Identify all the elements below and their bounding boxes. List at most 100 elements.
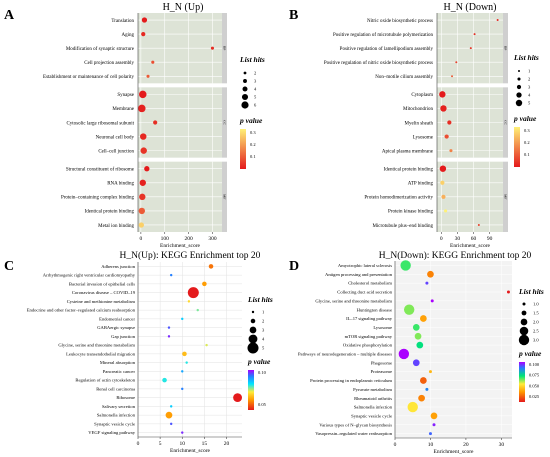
data-point [447,120,452,125]
data-point [144,166,150,172]
data-point [469,47,472,50]
term-label: Lysosome [413,135,434,140]
data-point [425,387,429,391]
term-label: Protein processing in endoplasmic reticu… [310,378,392,383]
x-tick-label: 100 [161,236,170,242]
term-label: Adherens junction [101,264,136,269]
data-point [169,405,173,408]
legend-size-marker [522,302,526,306]
data-point [153,120,158,125]
legend-size-marker [249,326,257,334]
term-label: Cysteine and methionine metabolism [67,299,136,304]
legend-size-marker [243,79,247,83]
data-point [412,359,420,367]
panel-title: H_N(Up): KEGG Enrichment top 20 [120,250,261,261]
legend-color-tick: 0.075 [529,373,540,378]
term-label: Protein–containing complex binding [61,196,135,201]
strip-label: CC [504,120,508,125]
data-point [441,194,446,199]
x-tick-label: 30 [499,442,505,448]
term-label: Apical plasma membrane [382,149,434,154]
data-point [196,308,199,312]
legend-color-tick: 0.3 [250,130,256,135]
term-label: Arrhythmogenic right ventricular cardiom… [43,273,136,278]
legend-size-title: List hits [518,287,544,296]
legend-size-marker [241,93,249,101]
data-point [138,104,146,113]
data-point [439,91,446,98]
term-label: Bacterial invasion of epithelial cells [69,281,135,286]
term-label: Cell projection assembly [84,61,134,66]
legend-size-label: 5 [254,95,257,100]
legend-color-tick: 0.3 [524,128,530,133]
data-point [233,393,242,403]
data-point [430,412,438,420]
legend-size-marker [243,71,247,75]
term-label: Antigen processing and presentation [325,272,393,277]
data-point [398,348,410,360]
data-point [181,370,184,373]
x-tick-label: 30 [455,236,461,242]
data-point [169,422,173,426]
data-point [430,299,434,303]
term-label: Huntington disease [357,307,392,312]
x-axis-label: Enrichment_score [170,448,211,454]
term-label: Pancreatic cancer [103,369,136,374]
legend-size-marker [251,310,255,314]
legend-color-tick: 0.050 [529,383,540,388]
data-point [440,180,445,185]
data-point [403,304,415,315]
data-point [455,61,458,64]
term-label: Leukocyte transendothelial migration [66,351,136,356]
term-label: Synaptic vesicle cycle [351,413,392,418]
data-point [208,264,214,269]
term-label: Structural constituent of ribosome [66,168,135,173]
panel-b: H_N (Down) BP Nitric oxide biosynthetic pr… [324,2,539,249]
legend-color-tick: 0.1 [524,152,530,157]
data-point [439,165,447,172]
term-label: Translation [111,19,134,24]
legend-size-marker [516,84,522,90]
term-label: Modification of synaptic structure [66,47,135,52]
legend-size-label: 5 [262,346,265,351]
legend-colorbar [519,362,525,402]
legend-size-marker [515,99,523,107]
x-tick-label: 0 [137,441,140,447]
term-label: Glycine, serine and threonine metabolism [315,298,392,304]
legend-colorbar [248,370,254,410]
term-label: VEGF signaling pathway [88,430,135,435]
data-point [202,281,207,287]
x-tick-label: 300 [208,236,217,242]
legend-size-label: 1.5 [533,311,539,316]
data-point [162,377,167,383]
term-label: Amyotrophic lateral sclerosis [338,263,392,268]
panel-a: H_N (Up) BP Translation Aging Modification o… [43,2,265,249]
term-label: Metal ion binding [98,224,134,229]
legend-size-marker [247,342,259,354]
x-axis-label: Enrichment_score [433,449,474,455]
term-label: Ribosome [116,395,135,400]
panel-letter-b: B [289,8,298,23]
legend-size-label: 2 [262,319,264,324]
term-label: mTOR signaling pathway [345,334,393,339]
legend-color-tick: 0.10 [258,370,267,375]
term-label: Coronavirus disease – COVID–19 [72,290,136,295]
data-point [420,315,427,322]
legend-size-label: 3 [528,85,531,90]
strip-label: BP [223,46,227,50]
legend-color-tick: 0.2 [524,140,530,145]
term-label: Membrane [112,107,134,112]
legend-size-marker [250,318,256,324]
term-label: Cytoplasm [411,93,433,98]
term-label: ATP binding [408,182,434,187]
strip-label: CC [223,120,227,125]
legend-size-marker [241,101,249,109]
strip-cc [222,87,227,158]
x-tick-label: 10 [428,442,434,448]
legend-size-marker [521,310,527,316]
x-tick-label: 20 [463,442,469,448]
data-point [432,423,436,427]
term-label: Salmonella infection [354,405,393,410]
term-label: GABAergic synapse [97,325,135,330]
legend-color-tick: 0.2 [250,142,256,147]
